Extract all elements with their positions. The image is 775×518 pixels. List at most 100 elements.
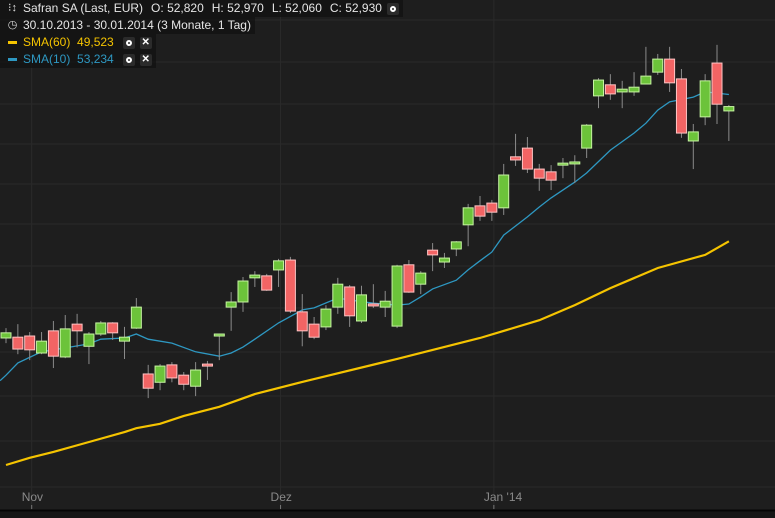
candle-down (486, 199, 498, 221)
candle-up (83, 332, 95, 365)
candle-up (652, 53, 664, 75)
candle-up (379, 290, 391, 318)
sma10-swatch (8, 58, 17, 61)
candle-body (142, 373, 154, 389)
candle-down (344, 284, 356, 327)
x-axis: Nov Dez Jan '14 (0, 490, 775, 518)
range-row: ◷ 30.10.2013 - 30.01.2014 (3 Monate, 1 T… (0, 17, 255, 34)
close-label: C: (329, 1, 342, 15)
candle-down (664, 46, 676, 92)
high-value: 52,970 (227, 1, 264, 15)
candle-body (166, 364, 178, 379)
circle-settings-icon (125, 56, 132, 63)
candle-down (71, 313, 83, 348)
candle-up (581, 123, 593, 158)
axis-bottom-strip (0, 510, 775, 518)
sma60-settings-button[interactable] (122, 36, 135, 49)
high-label: H: (211, 1, 224, 15)
candle-body (356, 294, 367, 322)
close-icon: ✕ (141, 54, 150, 65)
candle-down (510, 133, 522, 166)
open-value: 52,820 (167, 1, 204, 15)
candle-down (178, 371, 190, 391)
indicator-sma10: SMA(10) 53,234 ✕ (0, 51, 156, 68)
candle-body (154, 365, 166, 383)
close-icon: ✕ (141, 37, 150, 48)
candle-body (699, 80, 711, 118)
candle-body (403, 264, 415, 293)
series-line-sma60 (5, 240, 730, 467)
candle-body (652, 58, 664, 73)
candle-body (486, 202, 498, 213)
close-value: 52,930 (345, 1, 382, 15)
candle-body (474, 205, 486, 217)
candle-down (47, 320, 59, 369)
x-tick-label: Jan '14 (484, 490, 523, 504)
candle-up (640, 46, 652, 85)
circle-settings-icon (389, 5, 396, 12)
indicator-sma60: SMA(60) 49,523 ✕ (0, 34, 156, 51)
sma60-value: 49,523 (77, 35, 114, 49)
candle-body (119, 336, 130, 342)
candle-up (0, 328, 12, 344)
candles (0, 44, 735, 399)
instrument-row: ⁝↕ Safran SA (Last, EUR) O: 52,820 H: 52… (0, 0, 403, 17)
candle-body (59, 328, 71, 358)
candle-down (403, 260, 415, 293)
sma10-settings-button[interactable] (122, 53, 135, 66)
candle-up (462, 203, 474, 247)
candle-up (699, 74, 711, 126)
candle-body (237, 280, 249, 303)
candle-body (450, 241, 462, 250)
candle-body (628, 86, 640, 93)
candle-up (130, 298, 142, 329)
candle-body (95, 322, 107, 335)
candle-body (107, 322, 119, 334)
x-tick-label: Dez (271, 490, 292, 504)
candle-body (533, 168, 545, 179)
candle-down (142, 364, 154, 399)
sma10-remove-button[interactable]: ✕ (139, 53, 152, 66)
candle-body (190, 369, 202, 387)
candle-up (213, 333, 225, 361)
candle-body (462, 207, 474, 226)
instrument-settings-button[interactable] (386, 2, 399, 15)
candle-up (723, 104, 735, 141)
low-value: 52,060 (285, 1, 322, 15)
candle-down (24, 332, 36, 361)
candle-body (308, 323, 320, 338)
candle-body (332, 283, 344, 308)
candle-body (320, 308, 332, 328)
chart-legend: ⁝↕ Safran SA (Last, EUR) O: 52,820 H: 52… (0, 0, 403, 68)
candle-body (36, 340, 48, 354)
candle-up (119, 326, 130, 359)
candle-body (593, 79, 604, 97)
candle-down (604, 74, 616, 100)
candle-down (12, 324, 24, 355)
candle-down (675, 68, 687, 138)
candle-body (178, 374, 190, 385)
candle-body (47, 330, 59, 357)
candle-up (450, 241, 462, 257)
open-label: O: (151, 1, 164, 15)
candle-body (379, 300, 391, 308)
candle-body (640, 75, 652, 85)
candle-body (521, 147, 533, 170)
candle-body (581, 124, 593, 149)
sma60-remove-button[interactable]: ✕ (139, 36, 152, 49)
sma60-swatch (8, 41, 17, 44)
candle-up (593, 78, 604, 109)
candle-body (415, 272, 427, 285)
candle-body (427, 249, 439, 256)
instrument-name: Safran SA (Last, EUR) (23, 1, 144, 15)
circle-settings-icon (125, 39, 132, 46)
candle-body (664, 58, 676, 84)
candle-body (71, 323, 83, 332)
chart-settings-icon[interactable]: ⁝↕ (8, 2, 17, 14)
candle-body (213, 333, 225, 337)
date-range[interactable]: 30.10.2013 - 30.01.2014 (3 Monate, 1 Tag… (23, 18, 251, 32)
candle-down (545, 165, 557, 191)
candle-up (438, 252, 450, 268)
